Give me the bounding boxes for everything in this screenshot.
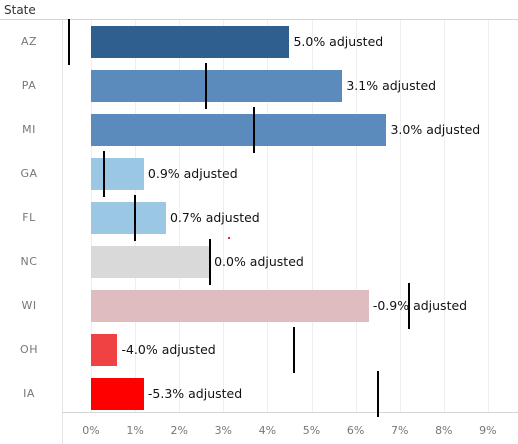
reference-line xyxy=(376,371,379,417)
reference-line xyxy=(253,107,256,153)
grid-line xyxy=(179,20,181,412)
grid-line xyxy=(223,20,225,412)
bar[interactable] xyxy=(91,246,211,278)
state-label: NC xyxy=(20,255,38,268)
x-axis-line xyxy=(62,412,518,413)
bar-data-label: 5.0% adjusted xyxy=(293,34,384,49)
bar[interactable] xyxy=(91,334,118,366)
grid-line xyxy=(267,20,269,412)
bar-data-label: 3.0% adjusted xyxy=(390,122,481,137)
state-label: FL xyxy=(22,211,36,224)
grid-line xyxy=(487,20,489,412)
grid-line xyxy=(443,20,445,412)
bar[interactable] xyxy=(91,114,387,146)
bar-data-label: 0.0% adjusted xyxy=(214,254,304,269)
grid-line xyxy=(399,20,401,412)
x-tick-label: 8% xyxy=(435,424,453,437)
state-label: PA xyxy=(21,79,37,92)
x-tick-label: 1% xyxy=(126,424,144,437)
state-label: WI xyxy=(21,299,37,312)
x-tick-label: 2% xyxy=(170,424,188,437)
axis-divider xyxy=(62,20,63,444)
x-tick-label: 9% xyxy=(479,424,497,437)
bar-data-label: -4.0% adjusted xyxy=(121,342,216,357)
bar-data-label: 3.1% adjusted xyxy=(346,78,437,93)
reference-line xyxy=(292,327,295,373)
x-tick-label: 3% xyxy=(214,424,233,437)
state-label: GA xyxy=(20,167,38,180)
bar-data-label: 0.9% adjusted xyxy=(147,166,238,181)
x-tick-label: 0% xyxy=(82,424,100,437)
bar[interactable] xyxy=(91,158,144,190)
reference-line xyxy=(103,151,106,197)
marker-dot xyxy=(228,237,230,239)
bar[interactable] xyxy=(91,26,290,58)
reference-line xyxy=(407,283,410,329)
reference-line xyxy=(204,63,207,109)
bar[interactable] xyxy=(91,70,343,102)
x-tick-label: 4% xyxy=(258,424,277,437)
state-label: IA xyxy=(23,387,35,400)
reference-line xyxy=(209,239,212,285)
header-label: State xyxy=(4,3,36,17)
x-tick-label: 5% xyxy=(302,424,321,437)
x-tick-label: 6% xyxy=(346,424,365,437)
x-tick-label: 7% xyxy=(390,424,409,437)
grid-line xyxy=(355,20,357,412)
reference-line xyxy=(134,195,137,241)
bar[interactable] xyxy=(91,378,144,410)
state-label: AZ xyxy=(20,35,38,48)
bar[interactable] xyxy=(91,202,166,234)
state-label: OH xyxy=(20,343,38,356)
bar-data-label: -0.9% adjusted xyxy=(372,298,468,313)
bar[interactable] xyxy=(91,290,369,322)
reference-line xyxy=(67,19,70,65)
bar-data-label: -5.3% adjusted xyxy=(147,386,243,401)
state-label: MI xyxy=(22,123,36,136)
bar-data-label: 0.7% adjusted xyxy=(169,210,260,225)
header-rule xyxy=(0,19,518,20)
grid-line xyxy=(311,20,313,412)
